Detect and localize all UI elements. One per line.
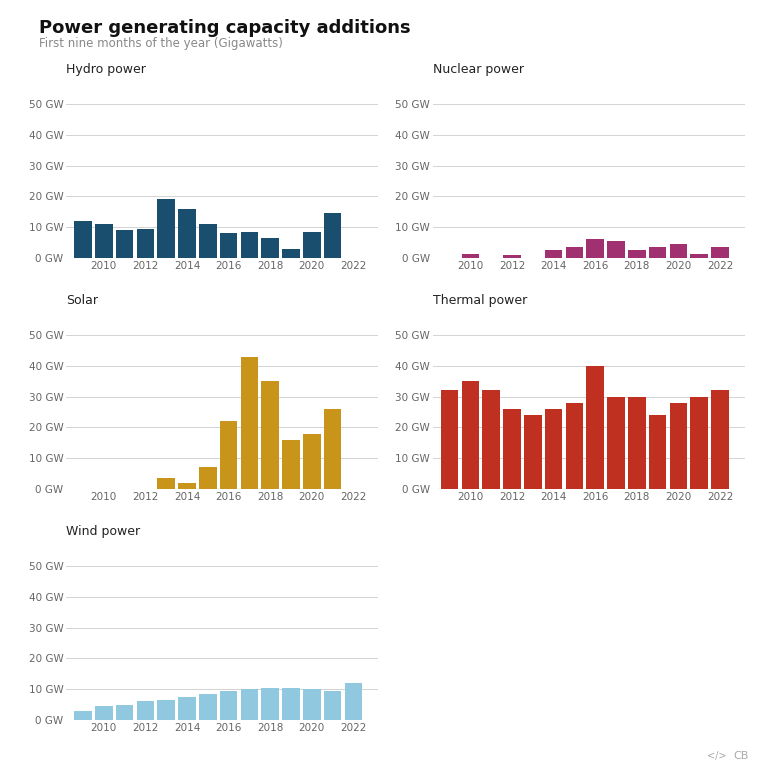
Bar	[240, 232, 258, 258]
Bar	[220, 421, 237, 489]
Bar	[282, 440, 300, 489]
Bar	[178, 697, 196, 720]
Bar	[199, 224, 217, 258]
Bar	[566, 403, 583, 489]
Bar	[158, 478, 175, 489]
Text: First nine months of the year (Gigawatts): First nine months of the year (Gigawatts…	[39, 37, 283, 50]
Bar	[566, 247, 583, 258]
Text: Nuclear power: Nuclear power	[433, 63, 524, 76]
Bar	[690, 254, 708, 258]
Bar	[628, 250, 646, 258]
Bar	[649, 415, 666, 489]
Bar	[95, 706, 112, 720]
Bar	[711, 390, 729, 489]
Bar	[282, 249, 300, 258]
Bar	[482, 390, 500, 489]
Text: Hydro power: Hydro power	[66, 63, 146, 76]
Bar	[607, 241, 625, 258]
Bar	[607, 397, 625, 489]
Bar	[649, 247, 666, 258]
Bar	[199, 467, 217, 489]
Bar	[199, 694, 217, 720]
Bar	[136, 229, 154, 258]
Bar	[178, 483, 196, 489]
Text: Thermal power: Thermal power	[433, 294, 527, 307]
Text: CB: CB	[733, 751, 749, 761]
Bar	[324, 213, 342, 258]
Bar	[261, 688, 279, 720]
Bar	[503, 409, 521, 489]
Bar	[345, 683, 362, 720]
Bar	[628, 397, 646, 489]
Bar	[261, 238, 279, 258]
Bar	[503, 255, 521, 258]
Bar	[158, 700, 175, 720]
Bar	[441, 390, 459, 489]
Bar	[115, 230, 133, 258]
Bar	[587, 366, 604, 489]
Bar	[220, 691, 237, 720]
Bar	[690, 397, 708, 489]
Bar	[74, 221, 92, 258]
Bar	[544, 409, 562, 489]
Bar	[282, 688, 300, 720]
Bar	[95, 224, 112, 258]
Bar	[220, 233, 237, 258]
Text: Solar: Solar	[66, 294, 98, 307]
Bar	[669, 244, 687, 258]
Bar	[669, 403, 687, 489]
Text: </>: </>	[707, 751, 729, 761]
Bar	[324, 691, 342, 720]
Bar	[324, 409, 342, 489]
Bar	[303, 232, 321, 258]
Bar	[158, 199, 175, 258]
Bar	[74, 711, 92, 720]
Bar	[240, 689, 258, 720]
Bar	[587, 239, 604, 258]
Bar	[462, 254, 479, 258]
Bar	[544, 250, 562, 258]
Bar	[261, 381, 279, 489]
Text: Power generating capacity additions: Power generating capacity additions	[39, 19, 410, 37]
Text: Wind power: Wind power	[66, 525, 140, 538]
Bar	[136, 701, 154, 720]
Bar	[303, 689, 321, 720]
Bar	[115, 705, 133, 720]
Bar	[178, 209, 196, 258]
Bar	[240, 357, 258, 489]
Bar	[524, 415, 541, 489]
Bar	[462, 381, 479, 489]
Bar	[711, 247, 729, 258]
Bar	[303, 434, 321, 489]
